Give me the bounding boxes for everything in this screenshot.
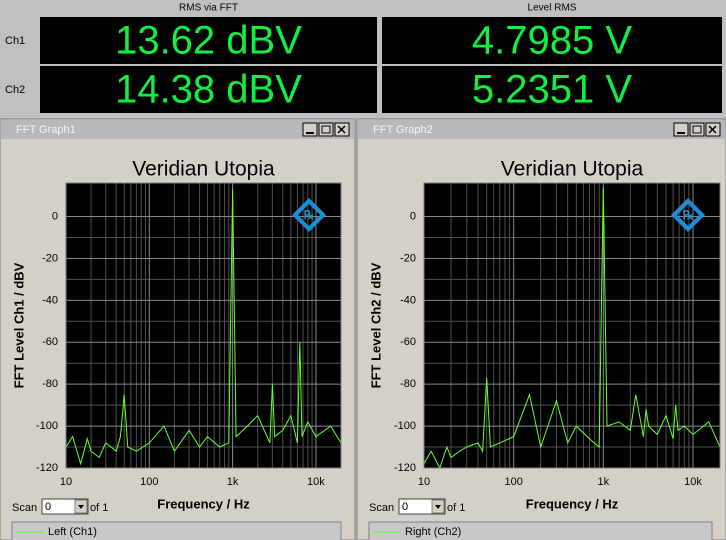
plot-frame — [423, 182, 721, 469]
x-tick-label: 10k — [684, 476, 702, 488]
scan-value: 0 — [45, 501, 51, 513]
close-icon — [708, 125, 717, 134]
channel-label: Ch2 — [5, 84, 25, 96]
window-title: FFT Graph1 — [16, 124, 76, 136]
y-tick-label: 0 — [52, 210, 58, 222]
display — [382, 17, 722, 64]
y-tick-label: -120 — [36, 462, 58, 474]
spectrum-trace — [423, 187, 721, 470]
x-axis-label: Frequency / Hz — [526, 496, 619, 511]
maximize-button[interactable] — [318, 122, 334, 137]
title-bar — [1, 120, 354, 139]
maximize-icon — [692, 125, 702, 134]
y-tick-label: -20 — [42, 252, 58, 264]
legend-label: Left (Ch1) — [48, 526, 97, 538]
display — [40, 66, 377, 113]
legend-box — [368, 521, 713, 540]
display — [40, 17, 377, 64]
x-tick-label: 10 — [60, 476, 72, 488]
plot-area — [66, 183, 341, 468]
y-tick-label: -40 — [400, 294, 416, 306]
title-bar — [358, 120, 725, 139]
legend-label: Right (Ch2) — [405, 526, 461, 538]
display-value: 13.62 dBV — [115, 19, 302, 63]
y-axis-label: FFT Level Ch1 / dBV — [11, 262, 26, 388]
minimize-button[interactable] — [302, 122, 318, 137]
x-tick-label: 100 — [140, 476, 158, 488]
logo — [671, 198, 705, 232]
legend-box — [11, 521, 342, 540]
logo-mark: ℞ — [304, 208, 315, 222]
x-tick-label: 1k — [598, 476, 610, 488]
display-value: 4.7985 V — [472, 19, 632, 63]
display — [382, 66, 722, 113]
dropdown-arrow — [435, 505, 441, 509]
maximize-button[interactable] — [689, 122, 705, 137]
scan-label: Scan — [12, 502, 37, 514]
y-tick-label: -60 — [42, 336, 58, 348]
scan-label: Scan — [369, 502, 394, 514]
window-title: FFT Graph2 — [373, 124, 433, 136]
x-tick-label: 1k — [227, 476, 239, 488]
x-tick-label: 100 — [504, 476, 522, 488]
column-label: Level RMS — [528, 3, 577, 14]
y-tick-label: -100 — [36, 420, 58, 432]
chart-title: Veridian Utopia — [501, 158, 644, 181]
channel-label: Ch1 — [5, 35, 25, 47]
dropdown-arrow — [78, 505, 84, 509]
x-tick-label: 10k — [307, 476, 325, 488]
y-tick-label: -20 — [400, 252, 416, 264]
column-label: RMS via FFT — [179, 3, 238, 14]
logo — [292, 198, 326, 232]
y-tick-label: -80 — [42, 378, 58, 390]
plot-area — [424, 183, 720, 468]
minimize-button[interactable] — [673, 122, 689, 137]
display-value: 5.2351 V — [472, 68, 632, 112]
scan-value: 0 — [402, 501, 408, 513]
y-tick-label: 0 — [410, 210, 416, 222]
y-tick-label: -120 — [394, 462, 416, 474]
spectrum-trace — [65, 189, 342, 466]
y-axis-label: FFT Level Ch2 / dBV — [368, 262, 383, 388]
scan-of: of 1 — [447, 502, 465, 514]
x-axis-label: Frequency / Hz — [157, 496, 250, 511]
display-value: 14.38 dBV — [115, 68, 302, 112]
maximize-icon — [321, 125, 331, 134]
y-tick-label: -40 — [42, 294, 58, 306]
plot-frame — [65, 182, 342, 469]
chart-title: Veridian Utopia — [132, 158, 275, 181]
y-tick-label: -60 — [400, 336, 416, 348]
y-tick-label: -80 — [400, 378, 416, 390]
scan-of: of 1 — [90, 502, 108, 514]
logo-mark: ℞ — [683, 208, 694, 222]
y-tick-label: -100 — [394, 420, 416, 432]
x-tick-label: 10 — [418, 476, 430, 488]
close-icon — [337, 125, 346, 134]
